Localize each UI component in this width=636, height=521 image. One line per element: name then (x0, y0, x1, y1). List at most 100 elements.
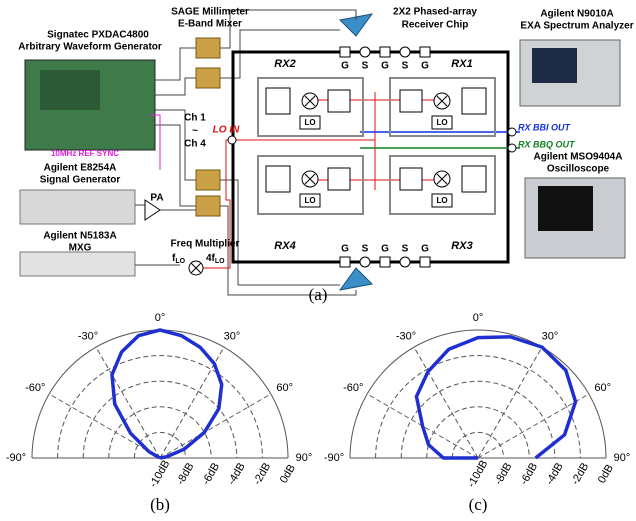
chip-desc: Receiver Chip (402, 20, 469, 31)
pad-label: S (402, 61, 409, 72)
pad-label: G (421, 244, 429, 255)
mxg (20, 252, 135, 276)
lo-label: LO (436, 118, 447, 127)
r-tick-label: -8dB (493, 461, 515, 487)
pad-label: S (402, 244, 409, 255)
pattern-trace (112, 330, 222, 458)
multiplier-in: fLO (172, 253, 186, 265)
bbq-out: RX BBQ OUT (518, 139, 576, 149)
mixer (196, 170, 220, 190)
rx-label: RX1 (451, 58, 472, 70)
mixer-desc: E-Band Mixer (178, 19, 242, 30)
lo-label: LO (304, 118, 315, 127)
rx-label: RX3 (451, 240, 472, 252)
mixer (196, 38, 220, 58)
pa: PA (150, 193, 163, 204)
pad (228, 136, 236, 144)
grid-spoke (478, 347, 542, 458)
siggen-desc: Signal Generator (40, 175, 121, 186)
pad (360, 257, 370, 267)
angle-tick-label: 0° (473, 312, 484, 324)
mixer-name: SAGE Millimeter (171, 7, 249, 18)
pad-label: G (421, 61, 429, 72)
pad (508, 128, 516, 136)
figure: LORX2LORX1LORX4LORX3 GSGSGGSGSG Signatec… (0, 0, 636, 521)
filter (328, 168, 350, 190)
angle-tick-label: 30° (542, 331, 559, 343)
caption: (b) (150, 495, 170, 514)
filter (328, 90, 350, 112)
multiplier-out: 4fLO (206, 253, 225, 265)
chip-name: 2X2 Phased-array (393, 7, 477, 18)
pad (360, 47, 370, 57)
grid-spoke (96, 347, 160, 458)
r-tick-label: -8dB (175, 461, 197, 487)
angle-tick-label: 60° (276, 382, 293, 394)
phase-shifter (462, 166, 486, 192)
grid-arc (401, 381, 555, 458)
signal-generator (20, 190, 135, 224)
channel: ~ (192, 126, 198, 137)
scope-screen (538, 186, 593, 231)
r-tick-label: -6dB (200, 461, 222, 487)
pad-label: S (362, 61, 369, 72)
pad (340, 257, 350, 267)
pad-label: G (341, 61, 349, 72)
rx-label: RX2 (274, 58, 295, 70)
r-tick-label: -4dB (544, 461, 566, 487)
mxg-name: Agilent N5183A (43, 231, 116, 242)
spectrum-desc: EXA Spectrum Analyzer (520, 21, 633, 32)
angle-tick-label: -90° (324, 452, 344, 464)
angle-tick-label: -90° (6, 452, 26, 464)
siggen-name: Agilent E8254A (44, 163, 117, 174)
lo-in: LO IN (213, 125, 240, 136)
pad (420, 47, 430, 57)
pad (508, 144, 516, 152)
multiplier-name: Freq Multiplier (171, 239, 240, 250)
angle-tick-label: -30° (78, 331, 98, 343)
spectrum-name: Agilent N9010A (540, 9, 613, 20)
angle-tick-label: -60° (343, 382, 363, 394)
r-tick-label: 0dB (596, 462, 616, 485)
awg-name: Signatec PXDAC4800 (47, 30, 149, 41)
pad (380, 257, 390, 267)
mixer (196, 68, 220, 88)
bbi-out: RX BBI OUT (518, 122, 572, 132)
r-tick-label: -4dB (226, 461, 248, 487)
pad-label: G (381, 61, 389, 72)
angle-tick-label: -60° (25, 382, 45, 394)
pad-label: G (381, 244, 389, 255)
caption: (c) (469, 495, 488, 514)
angle-tick-label: 60° (594, 382, 611, 394)
ref-sync: 10MHz REF SYNC (51, 149, 119, 158)
filter (400, 90, 422, 112)
phase-shifter (266, 166, 290, 192)
sub: LO (175, 258, 185, 265)
mxg-desc: MXG (69, 243, 92, 254)
angle-tick-label: 0° (155, 312, 166, 324)
awg-chip-area (40, 70, 100, 110)
channel: Ch 4 (184, 139, 206, 150)
r-tick-label: -2dB (251, 461, 273, 487)
scope-desc: Oscilloscope (547, 164, 610, 175)
r-tick-label: 0dB (278, 462, 298, 485)
filter (400, 168, 422, 190)
r-tick-label: -2dB (569, 461, 591, 487)
pad-label: S (362, 244, 369, 255)
sub: LO (215, 258, 225, 265)
r-tick-label: -10dB (147, 458, 172, 489)
mixer (196, 196, 220, 216)
grid-arc (350, 330, 606, 458)
grid-spoke (478, 394, 589, 458)
lo-label: LO (304, 196, 315, 205)
angle-tick-label: 90° (614, 452, 631, 464)
awg-desc: Arbitrary Waveform Generator (18, 42, 162, 53)
grid-spoke (414, 347, 478, 458)
angle-tick-label: -30° (396, 331, 416, 343)
scope-name: Agilent MSO9404A (534, 152, 623, 163)
pad (420, 257, 430, 267)
angle-tick-label: 30° (224, 331, 241, 343)
spectrum-screen (532, 48, 577, 83)
channel: Ch 1 (184, 113, 206, 124)
lo-label: LO (436, 196, 447, 205)
